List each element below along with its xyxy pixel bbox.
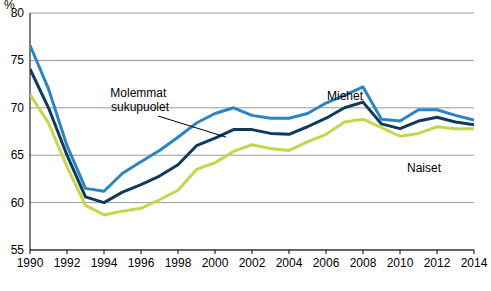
grid-line bbox=[30, 107, 474, 108]
y-tick-label: 70 bbox=[11, 101, 25, 115]
y-tick-label: 55 bbox=[11, 243, 25, 257]
x-tick bbox=[400, 250, 401, 254]
grid-line bbox=[30, 155, 474, 156]
grid-line bbox=[30, 13, 474, 14]
series-label: Naiset bbox=[407, 161, 442, 175]
chart: 556065707580%199019921994199619982000200… bbox=[0, 0, 491, 291]
x-tick-label: 1998 bbox=[165, 256, 192, 270]
x-tick bbox=[67, 250, 68, 254]
label-line: Naiset bbox=[407, 161, 442, 175]
x-tick bbox=[252, 250, 253, 254]
x-tick bbox=[474, 250, 475, 254]
x-tick-label: 2002 bbox=[239, 256, 266, 270]
x-tick-label: 2010 bbox=[387, 256, 414, 270]
x-tick bbox=[141, 250, 142, 254]
y-tick-label: 75 bbox=[11, 53, 25, 67]
x-tick bbox=[289, 250, 290, 254]
series-line bbox=[30, 45, 474, 191]
x-tick-label: 2006 bbox=[313, 256, 340, 270]
label-line: sukupuolet bbox=[111, 100, 170, 114]
x-tick bbox=[30, 250, 31, 254]
series-label: Molemmat sukupuolet bbox=[110, 86, 169, 114]
x-tick-label: 1990 bbox=[17, 256, 44, 270]
label-line: Molemmat bbox=[110, 86, 169, 100]
series-line bbox=[30, 95, 474, 215]
x-tick-label: 2000 bbox=[202, 256, 229, 270]
y-tick-label: 60 bbox=[11, 196, 25, 210]
label-line: Miehet bbox=[327, 89, 364, 103]
grid-line bbox=[30, 60, 474, 61]
leader-line bbox=[158, 116, 226, 137]
y-tick-label: 65 bbox=[11, 148, 25, 162]
y-axis-label: % bbox=[4, 0, 15, 12]
grid-line bbox=[30, 202, 474, 203]
x-tick-label: 1992 bbox=[54, 256, 81, 270]
x-tick-label: 1994 bbox=[91, 256, 118, 270]
series-label: Miehet bbox=[327, 89, 364, 103]
x-tick bbox=[326, 250, 327, 254]
x-tick bbox=[104, 250, 105, 254]
x-tick-label: 2014 bbox=[461, 256, 488, 270]
x-tick bbox=[215, 250, 216, 254]
x-tick-label: 1996 bbox=[128, 256, 155, 270]
x-tick bbox=[437, 250, 438, 254]
x-tick bbox=[178, 250, 179, 254]
lines bbox=[30, 45, 474, 215]
x-tick-label: 2008 bbox=[350, 256, 377, 270]
x-tick-label: 2012 bbox=[424, 256, 451, 270]
x-tick bbox=[363, 250, 364, 254]
x-tick-label: 2004 bbox=[276, 256, 303, 270]
